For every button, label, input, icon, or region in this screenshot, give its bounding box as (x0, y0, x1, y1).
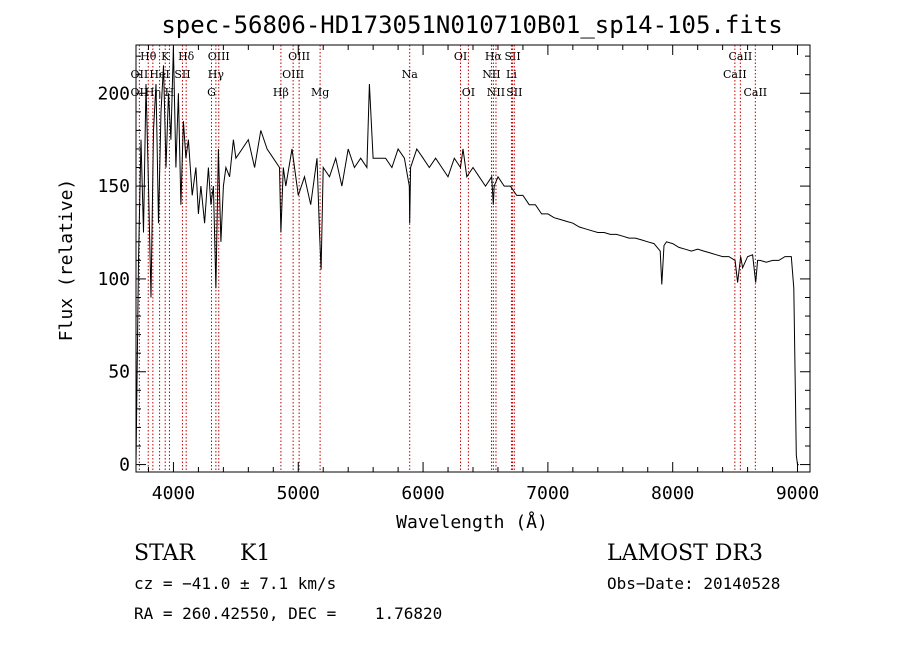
y-tick-label: 100 (97, 269, 130, 290)
ra-dec-coordinates: RA = 260.42550, DEC = 1.76820 (134, 604, 443, 623)
line-label-17: OI (454, 50, 467, 63)
line-label-2: OII (131, 86, 149, 99)
plot-frame (135, 44, 811, 473)
x-tick-label: 9000 (776, 483, 819, 504)
line-label-23: Li (506, 68, 517, 81)
line-label-12: Hβ (273, 86, 289, 99)
line-label-13: OIII (288, 50, 310, 63)
observation-date: Obs−Date: 20140528 (607, 574, 781, 593)
x-tick-label: 5000 (277, 483, 320, 504)
y-tick-label: 200 (97, 83, 130, 104)
object-class: STAR (134, 541, 195, 566)
spectrum-line (135, 46, 799, 466)
line-label-4: K (161, 50, 170, 63)
x-tick-label: 8000 (651, 483, 694, 504)
x-tick-label: 7000 (526, 483, 569, 504)
line-label-7: Hδ (178, 50, 195, 63)
y-axis-label: Flux (relative) (56, 179, 77, 342)
line-label-22: SII (504, 50, 520, 63)
y-axis-ticks: 0 50 100 150 200 (97, 55, 810, 476)
line-label-3: Hη (145, 86, 161, 99)
line-label-14: OIII (282, 68, 304, 81)
line-label-27: CaII (743, 86, 767, 99)
line-label-20: NII (482, 68, 500, 81)
y-tick-label: 0 (119, 455, 130, 476)
line-label-16: Na (402, 68, 419, 81)
line-label-26: CaII (723, 68, 747, 81)
object-subclass: K1 (240, 541, 271, 566)
y-tick-label: 150 (97, 176, 130, 197)
x-tick-label: 6000 (401, 483, 444, 504)
line-label-25: CaII (729, 50, 753, 63)
line-label-21: NII (487, 86, 505, 99)
line-label-8: SII (174, 68, 190, 81)
line-label-24: SII (506, 86, 522, 99)
x-axis-label: Wavelength (Å) (396, 511, 548, 533)
line-label-19: Hα (485, 50, 503, 63)
y-tick-label: 50 (108, 362, 130, 383)
x-tick-label: 4000 (152, 483, 195, 504)
line-label-6: H (165, 86, 175, 99)
survey-name: LAMOST DR3 (607, 541, 763, 566)
redshift-velocity: cz = −41.0 ± 7.1 km/s (134, 574, 337, 593)
line-label-0: Hθ (140, 50, 157, 63)
chart-title: spec-56806-HD173051N010710B01_sp14-105.f… (161, 11, 782, 39)
line-label-10: Hγ (208, 68, 225, 81)
line-label-11: G (207, 86, 216, 99)
x-axis-ticks: 4000 5000 6000 7000 8000 9000 (147, 45, 819, 504)
line-label-18: OI (462, 86, 475, 99)
line-label-15: Mg (311, 86, 329, 99)
line-label-9: OIII (208, 50, 230, 63)
line-label-5: HeI (149, 68, 169, 81)
